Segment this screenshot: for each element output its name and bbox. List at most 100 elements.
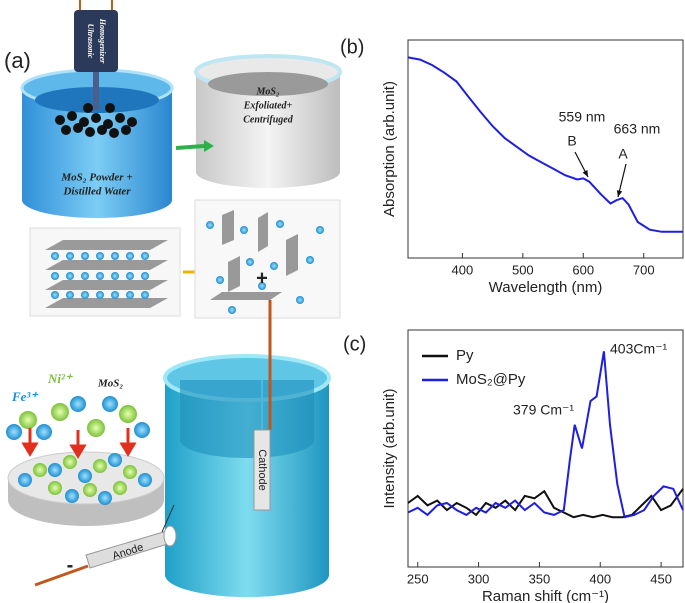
shape	[21, 442, 39, 457]
shape	[96, 272, 104, 280]
plot-frame	[407, 39, 684, 259]
shape	[51, 403, 69, 421]
shape	[141, 252, 149, 260]
annotation: 663 nm	[614, 121, 661, 137]
particles	[55, 103, 137, 138]
shape	[163, 525, 177, 547]
shape	[70, 396, 86, 412]
polarity: +	[256, 267, 268, 289]
shape	[81, 291, 89, 299]
shape	[111, 252, 119, 260]
shape	[33, 455, 137, 497]
legend-label: MoS₂@Py	[456, 371, 526, 388]
shape	[93, 459, 107, 473]
shape	[87, 419, 105, 437]
shape	[33, 463, 47, 477]
shape	[19, 411, 37, 429]
shape	[81, 272, 89, 280]
shape	[296, 296, 304, 304]
shape	[48, 463, 62, 477]
beaker-label: Exfoliated+	[243, 100, 293, 111]
shape	[85, 127, 95, 137]
polarity: -	[67, 554, 74, 576]
shape	[51, 272, 59, 280]
shape	[127, 117, 137, 127]
annotation: 379 Cm⁻¹	[513, 402, 574, 418]
shape	[6, 424, 22, 440]
shape	[216, 276, 224, 284]
annotation: 559 nm	[559, 109, 606, 125]
beaker-label: MoS₂	[256, 86, 280, 97]
shape	[61, 125, 71, 135]
shape	[66, 272, 74, 280]
data-line	[407, 56, 683, 233]
shape	[74, 10, 118, 72]
shape	[246, 258, 254, 266]
shape	[45, 240, 168, 308]
ion-label: Ni²⁺	[47, 371, 74, 386]
shape	[253, 429, 271, 511]
shape	[161, 504, 175, 533]
flakes	[194, 199, 341, 319]
x-tick-label: 250	[407, 571, 429, 586]
x-axis-label: Raman shift (cm⁻¹)	[482, 588, 609, 603]
shape	[206, 221, 214, 229]
shape	[67, 111, 77, 121]
shape	[36, 424, 52, 440]
beaker-label: Distilled Water	[62, 186, 131, 198]
x-tick-label: 700	[633, 262, 655, 277]
beaker-label: Centrifuged	[243, 114, 293, 125]
y-axis-label: Intensity (arb.unit)	[381, 388, 398, 508]
arrow	[204, 140, 214, 152]
shape	[109, 128, 119, 138]
shape	[126, 272, 134, 280]
x-tick-label: 300	[468, 571, 490, 586]
beaker	[194, 54, 342, 188]
shape	[115, 113, 125, 123]
shape	[19, 403, 137, 437]
shape	[113, 481, 127, 495]
shape	[91, 113, 101, 123]
shape	[119, 405, 137, 423]
x-axis-label: Wavelength (nm)	[489, 279, 603, 296]
shape	[97, 125, 107, 135]
shape	[96, 252, 104, 260]
panel-label: (b)	[340, 36, 364, 58]
shape	[134, 422, 150, 438]
layers	[29, 227, 181, 317]
arrows	[21, 428, 137, 459]
y-axis-label: Absorption (arb.unit)	[381, 81, 398, 217]
shape	[316, 226, 324, 234]
shape	[18, 453, 152, 505]
ion-label: MoS₂	[97, 378, 123, 390]
shape	[228, 306, 236, 314]
shape	[108, 453, 122, 467]
shape	[119, 442, 137, 457]
shape	[111, 291, 119, 299]
shape	[83, 483, 97, 497]
shape	[51, 252, 149, 299]
shape	[276, 220, 284, 228]
plot-frame	[407, 329, 684, 568]
shape	[63, 455, 77, 469]
shape	[123, 465, 137, 479]
shape	[66, 252, 74, 260]
annotation: A	[618, 146, 628, 162]
shape	[208, 72, 328, 96]
panel-label: (a)	[4, 48, 31, 73]
shape	[83, 103, 93, 113]
shape	[126, 291, 134, 299]
shape	[206, 220, 324, 314]
shape	[111, 272, 119, 280]
shape	[258, 282, 266, 290]
shape	[180, 380, 314, 458]
shape	[18, 473, 32, 487]
x-tick-label: 350	[529, 571, 551, 586]
shape	[105, 103, 115, 113]
substrate	[7, 451, 165, 526]
shape	[126, 252, 134, 260]
shape	[66, 291, 74, 299]
data-line	[407, 488, 684, 519]
